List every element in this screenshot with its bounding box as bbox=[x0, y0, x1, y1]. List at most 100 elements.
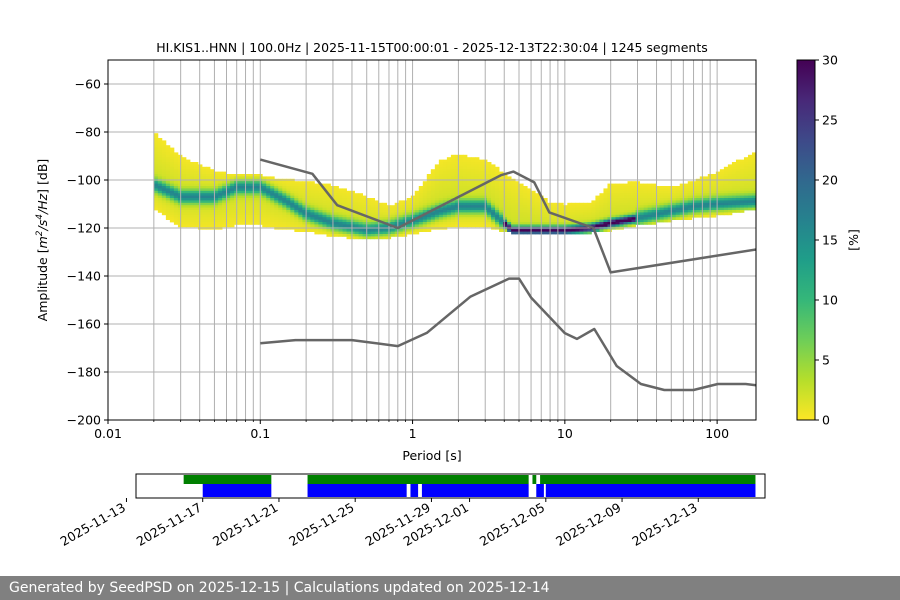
psd-bin bbox=[334, 222, 339, 225]
psd-bin bbox=[318, 202, 323, 206]
psd-bin bbox=[278, 219, 283, 223]
psd-bin bbox=[157, 183, 163, 187]
psd-bin bbox=[185, 210, 191, 213]
psd-bin bbox=[739, 205, 745, 208]
psd-bin bbox=[723, 210, 729, 213]
psd-bin bbox=[515, 200, 520, 204]
psd-bin bbox=[491, 164, 496, 168]
psd-bin bbox=[466, 169, 472, 172]
psd-bin bbox=[218, 198, 223, 201]
psd-bin bbox=[715, 210, 721, 213]
psd-bin bbox=[667, 219, 673, 223]
psd-bin bbox=[711, 212, 717, 216]
psd-bin bbox=[193, 164, 199, 168]
psd-bin bbox=[643, 205, 649, 208]
psd-bin bbox=[743, 164, 749, 168]
psd-bin bbox=[414, 229, 420, 232]
psd-bin bbox=[430, 186, 436, 189]
psd-bin bbox=[282, 224, 287, 228]
psd-bin bbox=[165, 164, 171, 168]
psd-bin bbox=[366, 222, 372, 225]
psd-bin bbox=[338, 195, 343, 199]
psd-bin bbox=[735, 181, 741, 184]
psd-bin bbox=[282, 222, 287, 225]
psd-bin bbox=[177, 159, 183, 163]
psd-bin bbox=[202, 202, 207, 206]
psd-bin bbox=[157, 138, 163, 141]
psd-bin bbox=[374, 212, 380, 216]
psd-bin bbox=[238, 205, 243, 208]
psd-bin bbox=[495, 222, 500, 225]
psd-bin bbox=[727, 171, 733, 175]
psd-bin bbox=[185, 188, 191, 192]
psd-bin bbox=[318, 210, 323, 213]
psd-bin bbox=[523, 186, 528, 189]
psd-bin bbox=[507, 181, 512, 184]
psd-bin bbox=[370, 231, 376, 235]
psd-bin bbox=[350, 222, 355, 225]
psd-bin bbox=[735, 207, 741, 211]
psd-bin bbox=[274, 181, 279, 184]
psd-bin bbox=[527, 231, 532, 235]
psd-bin bbox=[222, 176, 227, 180]
psd-bin bbox=[414, 212, 420, 216]
psd-bin bbox=[177, 154, 183, 158]
psd-bin bbox=[165, 210, 171, 213]
psd-bin bbox=[495, 212, 500, 216]
psd-bin bbox=[286, 183, 291, 187]
psd-bin bbox=[519, 231, 524, 235]
psd-bin bbox=[181, 224, 187, 228]
psd-bin bbox=[603, 210, 608, 213]
y-axis: −60−80−100−120−140−160−180−200 bbox=[67, 77, 108, 428]
psd-bin bbox=[185, 202, 191, 206]
psd-bin bbox=[499, 212, 504, 216]
psd-bin bbox=[727, 195, 733, 199]
colorbar-tick-label: 25 bbox=[822, 113, 838, 128]
psd-bin bbox=[326, 200, 331, 204]
psd-bin bbox=[222, 195, 227, 199]
psd-bin bbox=[206, 210, 211, 213]
psd-bin bbox=[254, 217, 259, 220]
psd-bin bbox=[206, 198, 211, 201]
psd-bin bbox=[350, 200, 355, 204]
psd-bin bbox=[515, 195, 520, 199]
psd-bin bbox=[511, 210, 516, 213]
psd-bin bbox=[202, 169, 207, 172]
psd-bin bbox=[202, 210, 207, 213]
psd-bin bbox=[153, 152, 159, 156]
psd-bin bbox=[655, 217, 661, 220]
psd-bin bbox=[450, 188, 456, 192]
psd-bin bbox=[382, 207, 388, 211]
psd-bin bbox=[474, 207, 480, 211]
psd-bin bbox=[450, 154, 456, 158]
colorbar-tick-label: 10 bbox=[822, 293, 838, 308]
psd-bin bbox=[338, 193, 343, 196]
psd-bin bbox=[603, 205, 608, 208]
psd-bin bbox=[466, 222, 472, 225]
psd-bin bbox=[462, 210, 468, 213]
psd-bin bbox=[675, 186, 681, 189]
psd-bin bbox=[274, 186, 279, 189]
psd-bin bbox=[531, 200, 536, 204]
psd-bin bbox=[479, 198, 484, 201]
psd-bin bbox=[358, 202, 363, 206]
psd-bin bbox=[270, 219, 275, 223]
psd-bin bbox=[238, 181, 243, 184]
psd-bin bbox=[362, 195, 367, 199]
psd-bin bbox=[418, 205, 424, 208]
psd-bin bbox=[583, 219, 588, 223]
psd-bin bbox=[262, 222, 267, 225]
psd-bin bbox=[362, 200, 367, 204]
psd-bin bbox=[390, 205, 396, 208]
psd-bin bbox=[274, 183, 279, 187]
psd-bin bbox=[511, 214, 516, 218]
psd-bin bbox=[647, 188, 653, 192]
psd-bin bbox=[274, 195, 279, 199]
psd-bin bbox=[551, 205, 556, 208]
psd-bin bbox=[515, 231, 520, 235]
psd-bin bbox=[402, 234, 408, 237]
psd-bin bbox=[643, 193, 649, 196]
psd-bin bbox=[507, 210, 512, 213]
psd-bin bbox=[198, 212, 203, 216]
psd-bin bbox=[374, 236, 380, 240]
